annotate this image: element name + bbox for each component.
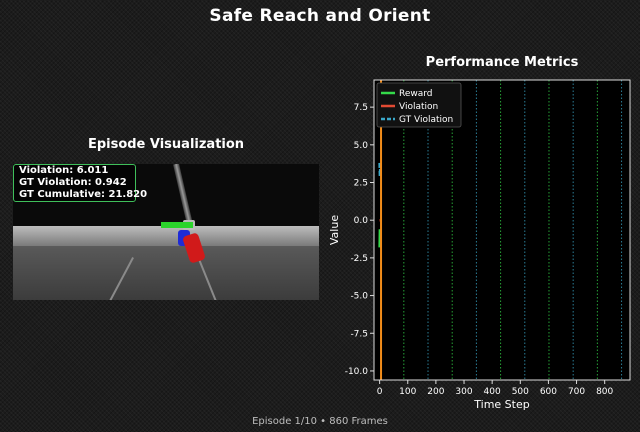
x-tick-label: 500 xyxy=(512,387,529,397)
y-tick-label: -2.5 xyxy=(350,254,368,264)
y-tick-label: -10.0 xyxy=(345,367,369,377)
y-tick-label: 7.5 xyxy=(354,103,368,113)
x-tick-label: 300 xyxy=(455,387,472,397)
green-axis-marker xyxy=(161,222,193,228)
x-axis-label: Time Step xyxy=(473,398,529,411)
x-tick-label: 700 xyxy=(568,387,585,397)
legend-label: Reward xyxy=(399,89,433,99)
x-tick-label: 200 xyxy=(427,387,444,397)
chart-legend: Reward Violation GT Violation xyxy=(376,82,462,128)
y-tick-label: 5.0 xyxy=(354,141,369,151)
y-tick-label: -7.5 xyxy=(350,329,368,339)
x-tick-label: 400 xyxy=(484,387,501,397)
x-tick-label: 100 xyxy=(399,387,416,397)
overlay-gt-violation: GT Violation: 0.942 xyxy=(19,177,127,188)
legend-label: Violation xyxy=(399,102,438,112)
y-tick-label: 0.0 xyxy=(354,216,369,226)
legend-box xyxy=(376,82,462,128)
metrics-overlay: Violation: 6.011 GT Violation: 0.942 GT … xyxy=(13,164,148,202)
x-tick-label: 600 xyxy=(540,387,557,397)
legend-label: GT Violation xyxy=(399,115,453,125)
overlay-gt-cumulative: GT Cumulative: 21.820 xyxy=(19,189,148,200)
plot-area xyxy=(374,80,630,380)
plot-frame xyxy=(373,79,631,381)
y-axis-label: Value xyxy=(328,215,341,245)
y-tick-label: 2.5 xyxy=(354,179,368,189)
footer-episode-info: Episode 1/10 • 860 Frames xyxy=(252,416,388,427)
page-title: Safe Reach and Orient xyxy=(209,6,431,26)
x-tick-label: 0 xyxy=(377,387,383,397)
x-tick-label: 800 xyxy=(596,387,613,397)
frame-wall xyxy=(13,226,319,246)
overlay-violation: Violation: 6.011 xyxy=(19,165,109,176)
y-tick-label: -5.0 xyxy=(350,292,368,302)
episode-visualization-title: Episode Visualization xyxy=(87,137,245,152)
chart-title: Performance Metrics xyxy=(425,55,579,70)
